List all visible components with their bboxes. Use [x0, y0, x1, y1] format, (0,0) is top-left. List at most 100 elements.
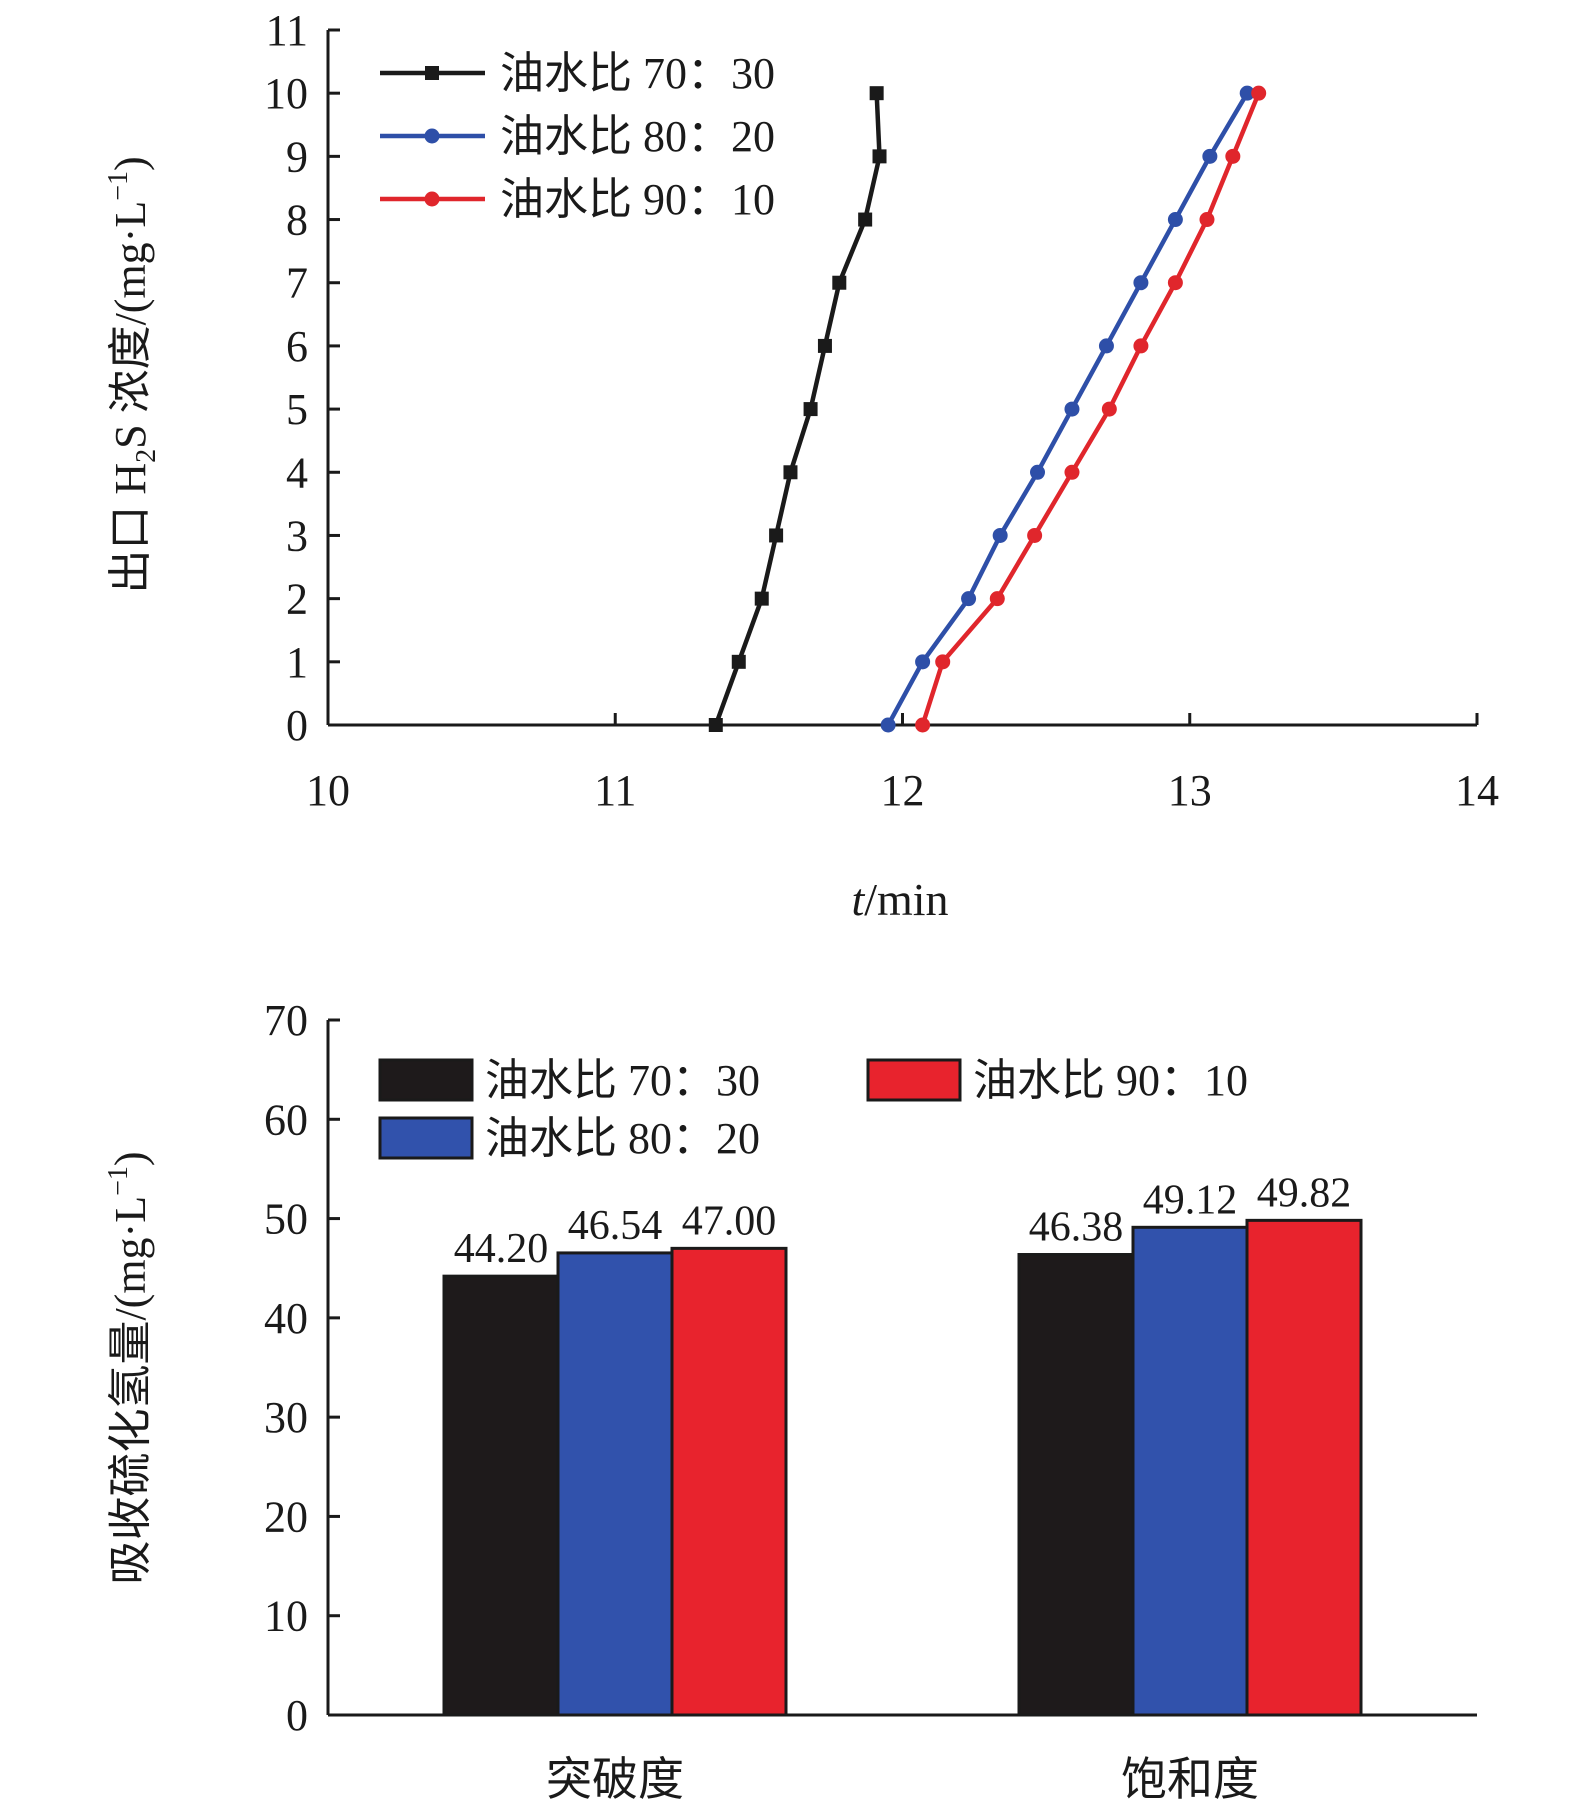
legend-swatch [378, 1058, 474, 1102]
bar-value-label: 49.12 [1143, 1177, 1238, 1223]
data-point [783, 465, 798, 480]
data-point [1101, 401, 1117, 417]
data-point [832, 275, 847, 290]
y-tick-label: 3 [286, 511, 308, 560]
y-tick-label: 5 [286, 385, 308, 434]
y-axis-label: 吸收硫化氢量/(mg·L−1) [103, 1151, 155, 1584]
data-point [869, 86, 884, 101]
x-axis-label-unit: /min [864, 874, 948, 925]
y-tick-label: 50 [264, 1195, 308, 1244]
legend-label: 油水比 70：30 [500, 49, 775, 98]
data-point [935, 654, 951, 670]
data-point [880, 717, 896, 733]
legend-label: 油水比 80：20 [485, 1114, 760, 1163]
y-axis-label-part: S 浓度/(mg·L [106, 201, 155, 449]
bar-value-label: 46.38 [1029, 1205, 1124, 1251]
y-axis-label-part: 2 [131, 449, 162, 463]
legend-label: 油水比 90：10 [500, 175, 775, 224]
data-point [1199, 212, 1215, 228]
x-tick-label: 12 [881, 766, 925, 815]
data-point [989, 591, 1005, 607]
data-point [1064, 401, 1080, 417]
data-point [915, 654, 931, 670]
y-tick-label: 70 [264, 996, 308, 1045]
y-tick-label: 8 [286, 196, 308, 245]
series-line [920, 92, 1261, 726]
legend-marker [424, 128, 440, 144]
legend-marker [424, 191, 440, 207]
y-tick-label: 7 [286, 259, 308, 308]
legend-label: 油水比 90：10 [973, 1056, 1248, 1105]
x-tick-label: 13 [1168, 766, 1212, 815]
category-label: 饱和度 [1121, 1754, 1259, 1805]
y-tick-label: 1 [286, 638, 308, 687]
y-axis-label-part: ) [106, 1151, 155, 1166]
bar [556, 1251, 674, 1717]
data-point [731, 654, 746, 669]
y-tick-label: 40 [264, 1294, 308, 1343]
legend-swatch [866, 1058, 962, 1102]
data-point [1167, 212, 1183, 228]
y-axis-label-part: ) [106, 156, 155, 171]
x-tick-label: 14 [1455, 766, 1499, 815]
data-point [992, 527, 1008, 543]
y-axis-label-part: 吸收硫化氢量/(mg·L [106, 1196, 155, 1585]
y-tick-label: 9 [286, 132, 308, 181]
y-tick-label: 2 [286, 575, 308, 624]
y-axis-label-part: 出口 H [106, 463, 155, 594]
data-point [1133, 275, 1149, 291]
bar-value-label: 49.82 [1257, 1170, 1352, 1216]
category-label: 突破度 [546, 1754, 684, 1805]
bar-chart: 0 10 20 30 40 50 60 70 突破度 饱和度 44.20 46.38 46.54 49.1… [103, 996, 1477, 1805]
data-point [1251, 85, 1267, 101]
data-point [708, 718, 723, 732]
x-tick-label: 10 [306, 766, 350, 815]
y-tick-label: 6 [286, 322, 308, 371]
y-axis-label-part: −1 [103, 171, 134, 201]
y-tick-label: 30 [264, 1393, 308, 1442]
x-axis-label-var: t [851, 874, 865, 925]
data-point [1064, 464, 1080, 480]
bar [1017, 1253, 1135, 1717]
legend-swatch [378, 1116, 474, 1160]
data-point [915, 717, 931, 733]
data-point [1027, 527, 1043, 543]
x-tick-label: 11 [594, 766, 636, 815]
data-point [817, 338, 832, 353]
y-tick-label: 20 [264, 1492, 308, 1541]
y-axis-label: 出口 H2S 浓度/(mg·L−1) [103, 156, 162, 593]
bar-value-label: 44.20 [454, 1226, 549, 1272]
data-point [1225, 148, 1241, 164]
y-tick-label: 0 [286, 1691, 308, 1740]
bar [1131, 1225, 1249, 1717]
data-point [1133, 338, 1149, 354]
data-point [1098, 338, 1114, 354]
data-point [961, 591, 977, 607]
legend-label: 油水比 70：30 [485, 1056, 760, 1105]
y-tick-label: 10 [264, 69, 308, 118]
legend-label: 油水比 80：20 [500, 112, 775, 161]
y-tick-label: 0 [286, 701, 308, 750]
y-tick-label: 10 [264, 1592, 308, 1641]
y-tick-label: 11 [266, 6, 308, 55]
y-axis-label-part: −1 [103, 1166, 134, 1196]
bar-value-label: 47.00 [682, 1198, 777, 1244]
x-axis-label: t/min [851, 874, 948, 925]
data-point [1030, 464, 1046, 480]
y-tick-label: 60 [264, 1095, 308, 1144]
bar [670, 1246, 788, 1717]
data-point [858, 212, 873, 227]
data-point [1202, 148, 1218, 164]
data-point [1239, 85, 1255, 101]
bar [442, 1274, 560, 1717]
data-point [1167, 275, 1183, 291]
data-point [769, 528, 784, 543]
bar-value-label: 46.54 [568, 1203, 663, 1249]
data-point [754, 591, 769, 606]
y-tick-label: 4 [286, 448, 308, 497]
legend-marker [425, 66, 439, 80]
bar [1245, 1218, 1363, 1717]
data-point [872, 149, 887, 164]
